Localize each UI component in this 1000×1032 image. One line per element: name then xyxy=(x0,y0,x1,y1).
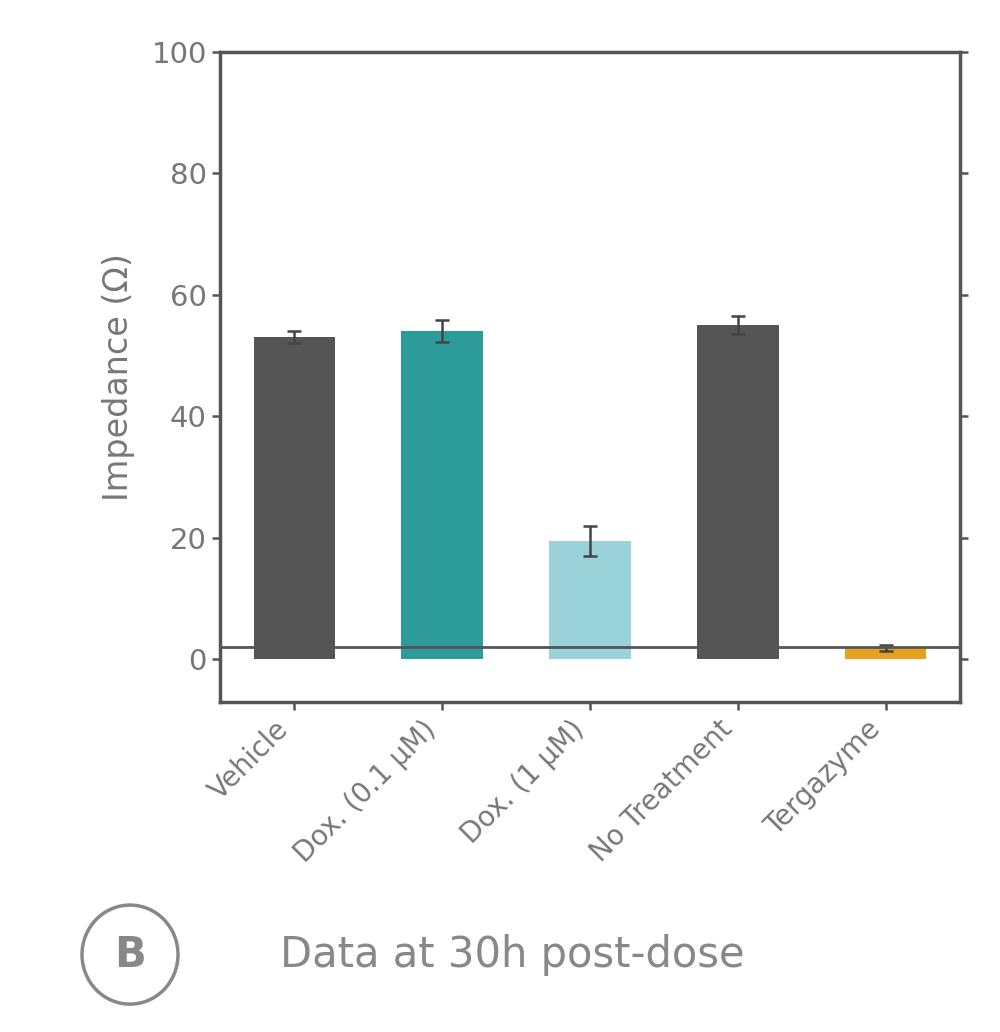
Text: B: B xyxy=(114,934,146,975)
Bar xyxy=(254,337,335,659)
Bar xyxy=(401,331,483,659)
Bar xyxy=(845,648,926,659)
Y-axis label: Impedance (Ω): Impedance (Ω) xyxy=(102,253,135,501)
Bar xyxy=(549,541,631,659)
Bar xyxy=(697,325,779,659)
Text: Data at 30h post-dose: Data at 30h post-dose xyxy=(280,934,745,975)
